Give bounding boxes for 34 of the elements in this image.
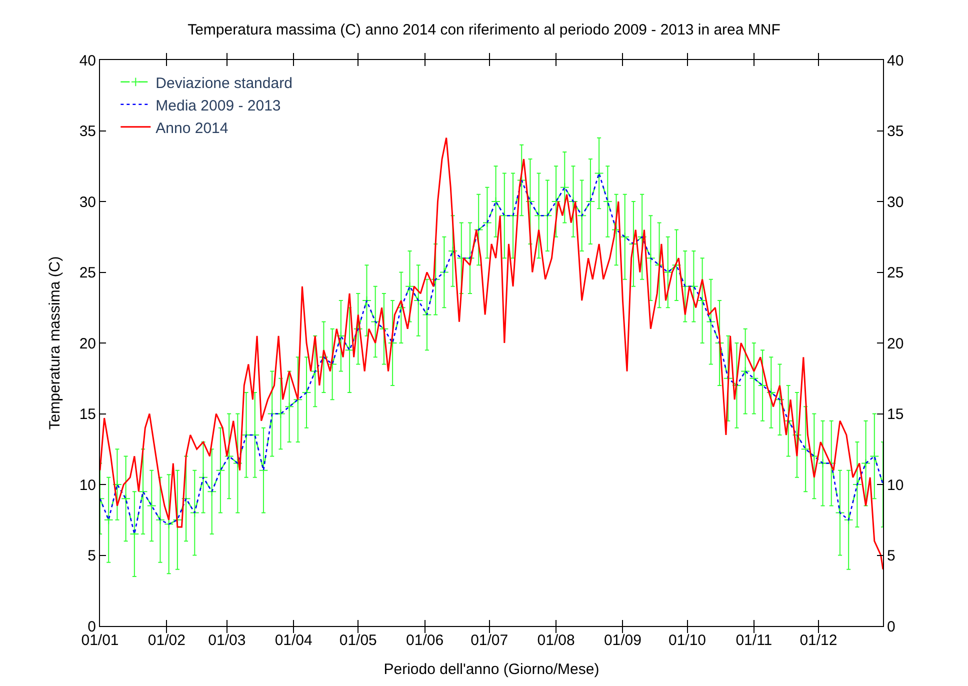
x-tick-label: 01/07 [470, 632, 508, 649]
chart-title: Temperatura massima (C) anno 2014 con riferimento al periodo 2009 - 2013 in area MNF [188, 22, 780, 39]
y-tick-label: 10 [79, 476, 96, 494]
x-axis-title: Periodo dell'anno (Giorno/Mese) [384, 661, 600, 678]
y-tick-label: 25 [79, 264, 96, 282]
x-tick-label: 01/11 [736, 632, 772, 649]
y2-tick-label: 20 [887, 335, 904, 352]
y2-tick-label: 15 [887, 406, 904, 423]
y2-tick-label: 35 [887, 123, 904, 140]
y2-tick-label: 30 [887, 194, 904, 211]
legend-label: Deviazione standard [156, 74, 292, 92]
legend-label: Anno 2014 [156, 120, 228, 137]
x-tick-label: 01/08 [537, 632, 575, 649]
y-tick-label: 15 [79, 406, 96, 423]
x-tick-label: 01/06 [406, 632, 444, 649]
y-tick-label: 30 [79, 194, 96, 211]
x-tick-label: 01/03 [208, 632, 246, 649]
y-tick-label: 40 [79, 52, 96, 70]
x-tick-label: 01/04 [274, 632, 312, 649]
x-tick-label: 01/05 [339, 632, 377, 649]
x-tick-label: 01/09 [604, 632, 642, 649]
x-tick-label: 01/10 [668, 632, 706, 649]
y-axis-title: Temperatura massima (C) [46, 256, 64, 430]
x-tick-label: 01/02 [148, 632, 186, 649]
y2-tick-label: 40 [887, 52, 904, 70]
x-tick-label: 01/12 [800, 632, 838, 649]
y-tick-label: 5 [88, 548, 96, 564]
y2-tick-label: 0 [887, 618, 896, 636]
y-tick-label: 35 [79, 123, 96, 140]
legend-label: Media 2009 - 2013 [156, 97, 281, 114]
y-tick-label: 20 [79, 335, 96, 352]
y2-tick-label: 5 [887, 548, 896, 564]
y2-tick-label: 25 [887, 264, 904, 282]
y2-tick-label: 10 [887, 476, 904, 494]
